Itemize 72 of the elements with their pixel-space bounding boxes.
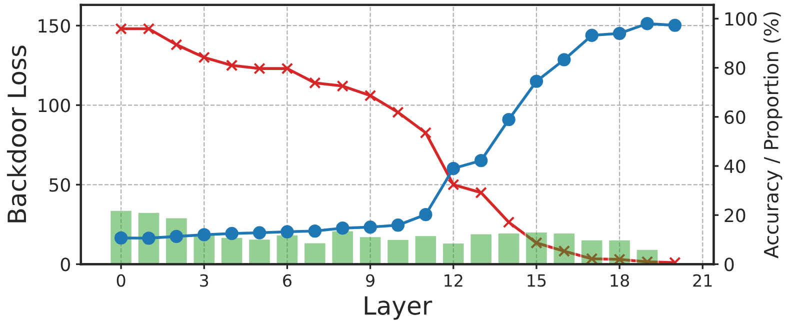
point bbox=[419, 208, 432, 222]
point bbox=[530, 74, 544, 88]
point bbox=[585, 28, 598, 42]
point bbox=[640, 16, 654, 30]
point bbox=[475, 186, 487, 199]
bar bbox=[358, 236, 382, 264]
point bbox=[198, 52, 210, 64]
point bbox=[474, 154, 488, 168]
y2-tick-label: 40 bbox=[724, 159, 746, 174]
point bbox=[308, 76, 321, 89]
bar bbox=[442, 242, 466, 264]
y2-tick-label: 0 bbox=[724, 258, 734, 272]
bar bbox=[330, 230, 354, 264]
point bbox=[668, 18, 682, 32]
bar bbox=[303, 242, 327, 264]
point bbox=[280, 225, 294, 238]
bar bbox=[275, 234, 299, 264]
point bbox=[391, 218, 405, 232]
x-tick-label: 6 bbox=[283, 274, 292, 287]
x-axis-title: Layer bbox=[364, 296, 432, 320]
bar bbox=[469, 232, 493, 264]
point bbox=[502, 216, 515, 228]
point bbox=[392, 106, 404, 118]
x-tick-label: 0 bbox=[116, 274, 126, 287]
point bbox=[586, 252, 598, 264]
y2-tick-label: 20 bbox=[724, 208, 746, 222]
y-tick-label: 100 bbox=[38, 98, 70, 112]
point bbox=[558, 53, 571, 66]
point bbox=[225, 226, 238, 240]
bar bbox=[414, 234, 438, 264]
x-tick-label: 15 bbox=[528, 274, 546, 287]
bar bbox=[220, 236, 244, 264]
point bbox=[170, 38, 182, 51]
bar bbox=[635, 248, 660, 264]
y-axis-title: Backdoor Loss bbox=[6, 46, 26, 222]
y-tick-label: 50 bbox=[50, 178, 70, 192]
bar bbox=[386, 238, 410, 264]
point bbox=[612, 26, 626, 40]
point bbox=[281, 62, 294, 74]
point bbox=[364, 90, 376, 102]
y2-axis-title: Accuracy / Proportion (%) bbox=[763, 12, 782, 258]
point bbox=[115, 22, 127, 35]
bar bbox=[524, 231, 548, 264]
point bbox=[446, 162, 460, 176]
point bbox=[364, 220, 377, 234]
point bbox=[252, 226, 266, 240]
point bbox=[198, 228, 211, 242]
y-tick-label: 0 bbox=[60, 258, 70, 272]
x-tick-label: 18 bbox=[610, 274, 630, 287]
y-tick-label: 150 bbox=[38, 19, 70, 33]
point bbox=[142, 22, 155, 35]
bar bbox=[608, 238, 632, 264]
point bbox=[420, 126, 432, 139]
point bbox=[336, 80, 349, 92]
bar bbox=[496, 232, 521, 264]
y2-tick-label: 60 bbox=[724, 110, 746, 124]
point bbox=[308, 224, 322, 238]
point bbox=[254, 62, 266, 74]
bar bbox=[552, 232, 576, 264]
x-tick-label: 12 bbox=[444, 274, 462, 287]
bar bbox=[248, 238, 272, 264]
point bbox=[614, 254, 626, 264]
x-tick-label: 3 bbox=[200, 274, 208, 287]
y2-tick-label: 80 bbox=[724, 61, 746, 75]
point bbox=[502, 112, 516, 126]
bar bbox=[580, 238, 604, 264]
point bbox=[447, 178, 460, 191]
point bbox=[226, 59, 238, 72]
x-tick-label: 9 bbox=[366, 274, 374, 287]
y2-tick-label: 100 bbox=[725, 12, 757, 26]
point bbox=[336, 222, 350, 235]
x-tick-label: 21 bbox=[693, 274, 712, 287]
